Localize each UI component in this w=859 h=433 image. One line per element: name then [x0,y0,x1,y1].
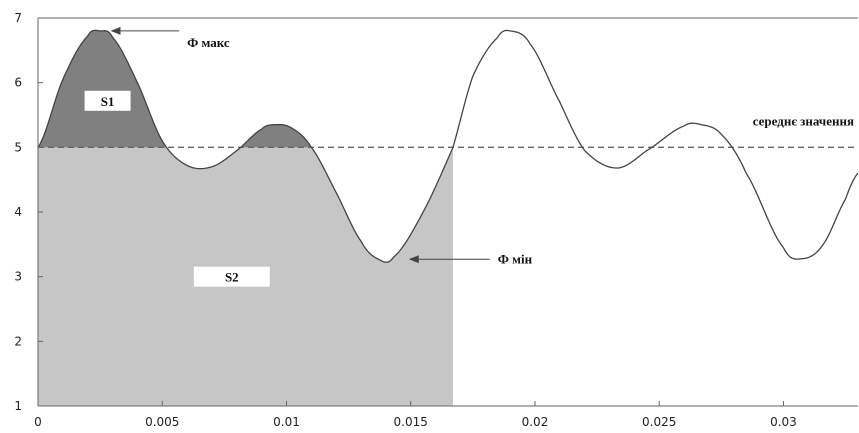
y-tick-label: 5 [14,140,22,154]
y-tick-label: 6 [14,76,22,90]
y-tick-label: 7 [14,11,22,25]
x-tick-label: 0.02 [522,415,549,429]
area-s1-label: S1 [101,94,115,109]
x-tick-label: 0.025 [642,415,676,429]
area-s1-layer [38,30,314,148]
area-s1 [38,30,314,148]
annotations: Ф макс Ф мін середнє значення S1 S2 [84,26,854,287]
curve-series [37,29,859,263]
area-s2-label-box [193,266,270,287]
phi-min-label: Ф мін [498,252,533,267]
mean-line-label: середнє значення [753,113,854,128]
x-tick-label: 0.015 [394,415,428,429]
x-tick-label: 0.005 [145,415,179,429]
area-s1-label-box [84,90,131,111]
x-tick-label: 0 [34,415,42,429]
phi-max-label: Ф макс [187,35,230,50]
y-tick-label: 1 [14,399,22,413]
area-s2-label: S2 [225,270,239,285]
y-tick-label: 4 [14,205,22,219]
ticks: 1 2 3 4 5 6 7 0 0.005 0.01 0.015 0.02 0.025 0.03 [14,11,796,429]
y-tick-label: 3 [14,270,22,284]
x-tick-label: 0.01 [273,415,300,429]
y-tick-label: 2 [14,334,22,348]
x-tick-label: 0.03 [770,415,797,429]
